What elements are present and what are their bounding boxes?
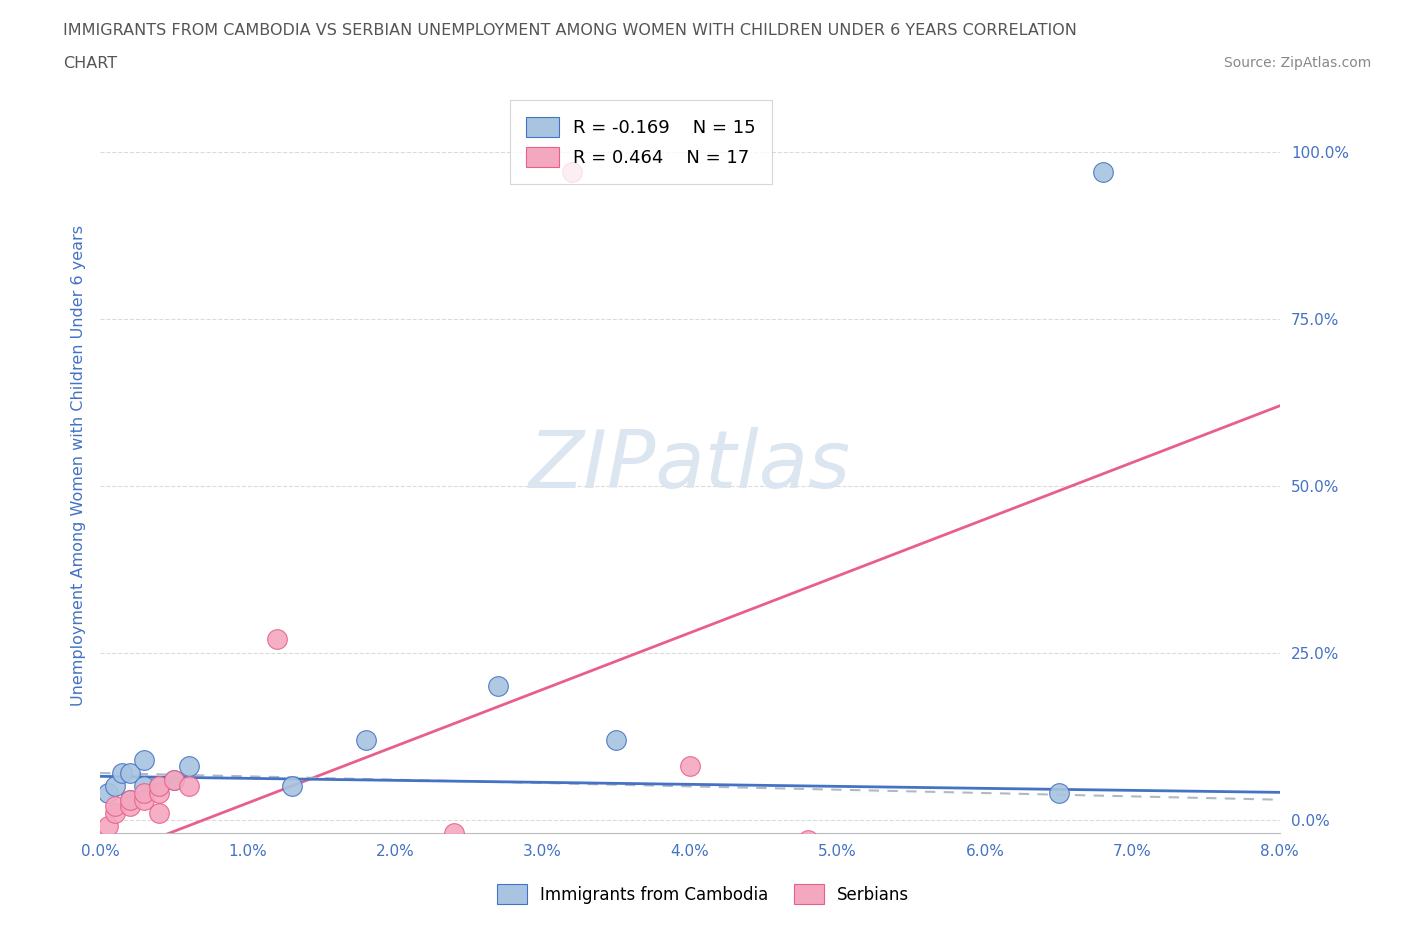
Legend: Immigrants from Cambodia, Serbians: Immigrants from Cambodia, Serbians [484, 871, 922, 917]
Point [354, 732, 377, 747]
Point [148, 779, 170, 794]
Point [104, 779, 127, 794]
Point [104, 805, 127, 820]
Point [96, 819, 118, 834]
Point [1047, 786, 1070, 801]
Point [134, 752, 156, 767]
Point [561, 165, 583, 179]
Point [1091, 165, 1114, 179]
Point [486, 679, 509, 694]
Text: ZIPatlas: ZIPatlas [529, 427, 851, 505]
Point [443, 826, 465, 841]
Point [177, 759, 200, 774]
Point [266, 632, 288, 647]
Point [134, 779, 156, 794]
Point [163, 772, 186, 787]
Point [104, 799, 127, 814]
Text: CHART: CHART [63, 56, 117, 71]
Text: IMMIGRANTS FROM CAMBODIA VS SERBIAN UNEMPLOYMENT AMONG WOMEN WITH CHILDREN UNDER: IMMIGRANTS FROM CAMBODIA VS SERBIAN UNEM… [63, 23, 1077, 38]
Y-axis label: Unemployment Among Women with Children Under 6 years: Unemployment Among Women with Children U… [72, 225, 86, 707]
Point [118, 792, 141, 807]
Point [281, 779, 304, 794]
Point [148, 786, 170, 801]
Text: Source: ZipAtlas.com: Source: ZipAtlas.com [1223, 56, 1371, 70]
Point [148, 805, 170, 820]
Point [148, 779, 170, 794]
Point [118, 765, 141, 780]
Point [134, 792, 156, 807]
Legend: R = -0.169    N = 15, R = 0.464    N = 17: R = -0.169 N = 15, R = 0.464 N = 17 [510, 100, 772, 183]
Point [605, 732, 627, 747]
Point [163, 772, 186, 787]
Point [118, 792, 141, 807]
Point [709, 839, 731, 854]
Point [111, 765, 134, 780]
Point [118, 799, 141, 814]
Point [679, 759, 702, 774]
Point [177, 779, 200, 794]
Point [96, 786, 118, 801]
Point [797, 832, 820, 847]
Point [134, 786, 156, 801]
